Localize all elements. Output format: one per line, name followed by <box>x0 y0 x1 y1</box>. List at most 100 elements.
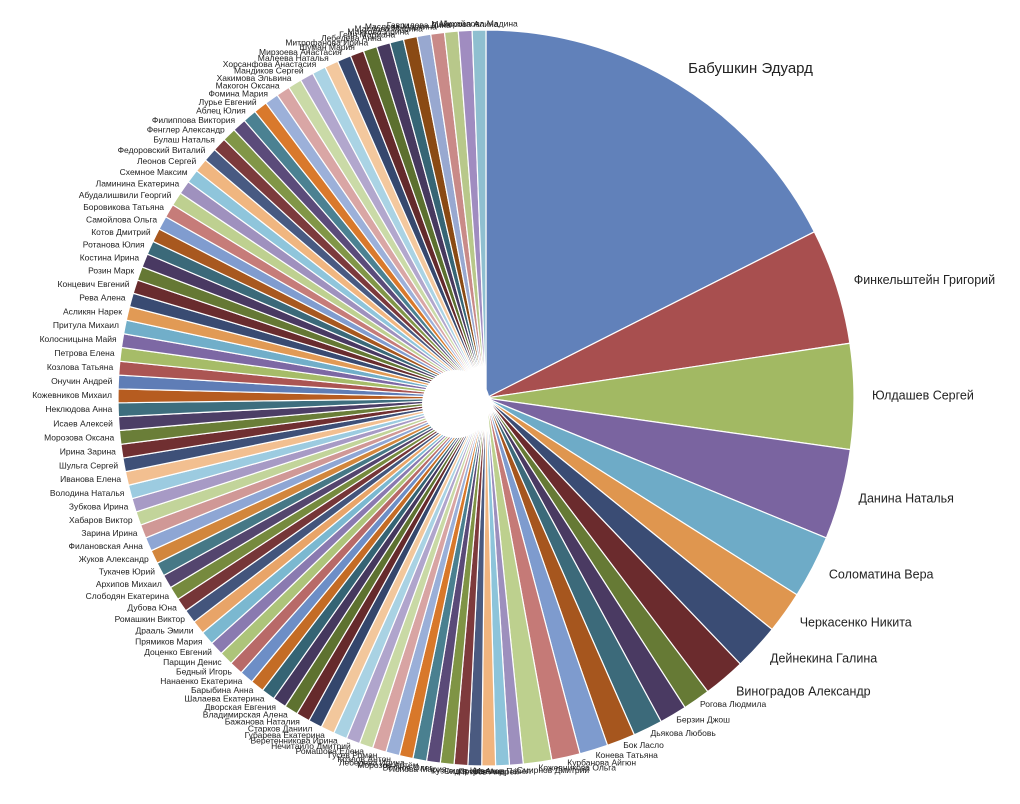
pie-slice-label: Козлова Татьяна <box>47 362 114 372</box>
pie-slice-label: Дейнекина Галина <box>770 652 877 666</box>
pie-slice-label: Козлов Антон <box>337 754 391 764</box>
pie-slice-label: Лурье Евгений <box>199 97 257 107</box>
pie-labels: Бабушкин Эдуард Финкельштейн Григорий Юлда… <box>32 18 995 776</box>
pie-slice-label: Сидорова Анна <box>444 766 506 776</box>
pie-slice-label: Гаврилова Дина <box>387 20 451 30</box>
pie-slice-label: Шуман Мария <box>299 42 355 52</box>
pie-slice-label: Конева Татьяна <box>596 750 659 760</box>
pie-slice-label: Маякова Ирина <box>347 26 409 36</box>
pie-slice-label: Исаев Алексей <box>53 418 113 428</box>
pie-slice-label: Неклюдова Анна <box>45 404 112 414</box>
pie-slice-label: Ромашова Елена <box>296 746 365 756</box>
pie-slice-label: Булаш Наталья <box>153 135 215 145</box>
pie-slice-label: Ирина Зарина <box>60 446 116 456</box>
pie-slice-label: Самойлова Ольга <box>86 214 157 224</box>
pie-slice-label: Морозов Артём <box>357 760 418 770</box>
pie-slice <box>471 29 487 399</box>
pie-slice-label: Петрова Елена <box>54 348 114 358</box>
pie-slice-label: Кожевников Михаил <box>32 390 112 400</box>
pie-slice-label: Концевич Евгений <box>58 279 130 289</box>
pie-slice-label: Старков Даниил <box>248 723 312 733</box>
pie-slice-label: Попова Мария <box>389 764 447 774</box>
pie-slice-label: Парщин Денис <box>163 657 222 667</box>
pie-slice-label: Асликян Нарек <box>63 306 122 316</box>
pie-slice-label: Рогова Людмила <box>700 699 766 709</box>
pie-slice-label: Юлдашев Сергей <box>872 389 974 403</box>
pie-slice-label: Губарева Екатерина <box>245 730 326 740</box>
pie-center-hole <box>422 370 490 438</box>
pie-slice-label: Жуков Александр <box>79 554 149 564</box>
pie-slice-label: Драаль Эмили <box>135 625 193 635</box>
pie-slice-label: Аблец Юлия <box>196 106 246 116</box>
pie-slice-label: Доценко Евгений <box>144 647 212 657</box>
pie-slice-label: Нечитайло Дмитрий <box>271 741 351 751</box>
pie-slice-label: Гусев Роман <box>328 750 378 760</box>
pie-slice-label: Хакимова Эльвина <box>217 73 292 83</box>
pie-slice-label: Слободян Екатерина <box>86 591 170 601</box>
pie-slice-label: Дворская Евгения <box>205 702 277 712</box>
pie-slice-label: Нанаенко Екатерина <box>160 676 242 686</box>
pie-slice-label: Филиппова Виктория <box>152 115 236 125</box>
pie-slice-label: Петров Андрей <box>459 766 520 776</box>
pie-slice-label: Дубова Юна <box>127 603 177 613</box>
pie-slice-label: Володина Наталья <box>50 488 125 498</box>
pie-slice-label: Абудалишвили Георгий <box>79 190 172 200</box>
pie-slice-label: Бажанова Наталия <box>225 717 301 727</box>
pie-slice-label: Барыбина Анна <box>191 685 254 695</box>
pie-slice-label: Боровикова Татьяна <box>83 202 164 212</box>
pie-slice-label: Бедный Игорь <box>176 667 232 677</box>
pie-slice-label: Ламинина Екатерина <box>96 178 180 188</box>
pie-slice-label: Притула Михаил <box>53 320 119 330</box>
pie-slice-label: Бок Ласло <box>623 740 664 750</box>
pie-slice-label: Шалаева Екатерина <box>185 694 265 704</box>
pie-slice-label: Зарина Ирина <box>81 528 137 538</box>
pie-slice-label: Онучин Андрей <box>51 376 113 386</box>
pie-slice-label: Майорова Алина <box>431 19 498 29</box>
pie-slice-label: Колосницына Майя <box>40 334 117 344</box>
pie-slice-label: Ромашкин Виктор <box>115 614 186 624</box>
pie-slice-label: Морозова Оксана <box>44 432 114 442</box>
pie-slices <box>117 29 855 767</box>
pie-slice-label: Лебедева Анна <box>321 33 382 43</box>
pie-slice-label: Мирзоева Анастасия <box>259 47 342 57</box>
pie-slice-label: Зубкова Ирина <box>69 501 129 511</box>
pie-slice-label: Лебедева Ирина <box>339 757 405 767</box>
pie-slice-label: Дьякова Любовь <box>651 728 717 738</box>
pie-slice-label: Котов Дмитрий <box>91 227 151 237</box>
pie-slice-label: Хорсанфова Анастасия <box>223 59 317 69</box>
pie-slice-label: Рева Алена <box>79 293 126 303</box>
pie-slice-label: Кожевникова Ольга <box>538 763 616 773</box>
pie-slice-label: Соломатина Вера <box>829 568 934 582</box>
pie-slice-label: Малеева Наталья <box>258 53 329 63</box>
pie-slice-label: Прямиков Мария <box>135 636 203 646</box>
pie-slice-label: Гейн Мариана <box>339 29 395 39</box>
pie-slice-label: Бабушкин Эдуард <box>688 60 813 77</box>
pie-slice-label: Данина Наталья <box>859 492 954 506</box>
pie-slice-label: Берзин Джош <box>676 714 730 724</box>
pie-slice-label: Схемное Максим <box>120 167 188 177</box>
pie-slice-label: Архипов Михаил <box>96 579 162 589</box>
pie-slice-label: Митрофанова Ирина <box>285 37 368 47</box>
pie-slice-label: Хабаров Виктор <box>69 515 133 525</box>
pie-slice-label: Леонов Сергей <box>137 156 197 166</box>
pie-slice-label: Михайлова Мадина <box>440 18 518 28</box>
pie-slice-label: Виноградов Александр <box>736 684 871 698</box>
pie-slice-label: Розин Марк <box>88 266 134 276</box>
pie-slice-label: Смирнов Дмитрий <box>517 765 589 775</box>
pie-slice-label: Филановская Анна <box>69 541 144 551</box>
pie-slice <box>485 29 816 399</box>
pie-slice-label: Фенглер Александр <box>147 125 225 135</box>
pie-slice-label: Финкельштейн Григорий <box>854 273 995 287</box>
pie-slice-label: Курбанова Айгюн <box>567 757 636 767</box>
pie-slice-label: Черкасенко Никита <box>800 615 912 629</box>
pie-slice-label: Кузнецов Илья <box>431 765 490 775</box>
pie-slice-label: Тукачев Юрий <box>99 566 156 576</box>
pie-slice-label: Ротанова Юлия <box>83 240 145 250</box>
pie-slice-label: Иванова Елена <box>60 474 121 484</box>
pie-slice-label: Маслова Марина <box>355 24 424 34</box>
pie-slice-label: Фомина Мария <box>208 88 268 98</box>
pie-slice-label: Федоровский Виталий <box>118 145 206 155</box>
pie-slice-label: Маслова Маркина <box>365 22 437 32</box>
